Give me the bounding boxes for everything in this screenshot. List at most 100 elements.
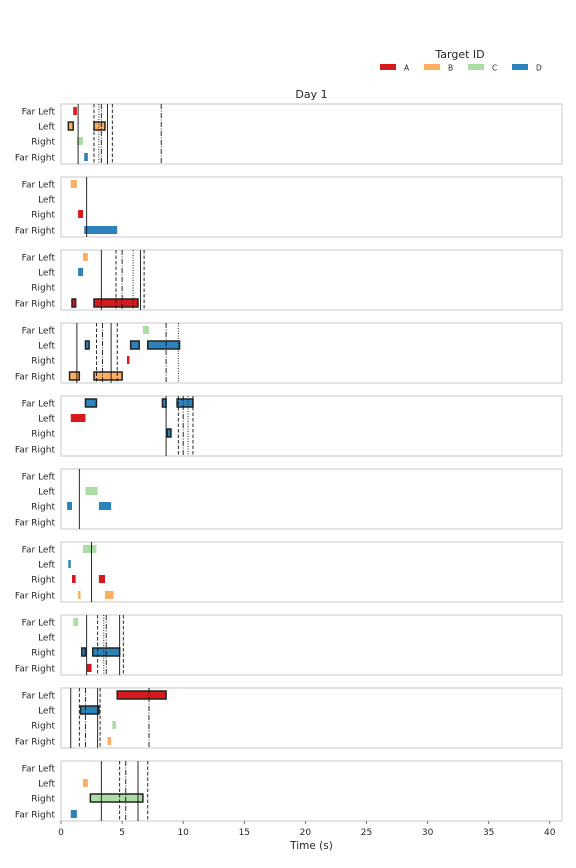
panel-9: Far Left Left Right Far Right <box>15 687 563 749</box>
panel-frame <box>60 760 563 822</box>
legend-swatch-a <box>380 64 396 70</box>
segment-a <box>73 107 77 115</box>
segment-d <box>70 810 77 818</box>
panel-frame <box>60 395 563 457</box>
row-label: Left <box>38 342 55 352</box>
row-label: Left <box>38 415 55 425</box>
row-label: Far Left <box>22 546 56 556</box>
segment-d <box>68 560 71 568</box>
row-label: Left <box>38 123 55 133</box>
row-label: Far Right <box>15 665 56 675</box>
panel-4: Far Left Left Right Far Right <box>15 322 563 384</box>
x-tick-label: 10 <box>177 828 189 838</box>
row-label: Far Left <box>22 327 56 337</box>
row-label: Right <box>31 138 55 148</box>
x-tick-label: 30 <box>422 828 434 838</box>
row-label: Far Left <box>22 181 56 191</box>
segment-d <box>84 226 118 234</box>
legend-title: Target ID <box>434 48 484 61</box>
panel-8: Far Left Left Right Far Right <box>15 614 563 676</box>
row-label: Right <box>31 576 55 586</box>
segment-a <box>98 575 105 583</box>
panel-2: Far Left Left Right Far Right <box>15 176 563 238</box>
panel-frame <box>60 541 563 603</box>
row-label: Far Right <box>15 519 56 529</box>
row-label: Right <box>31 284 55 294</box>
row-label: Far Right <box>15 592 56 602</box>
segment-c <box>82 545 97 553</box>
x-axis: 0 5 10 15 20 25 30 35 40 <box>58 821 556 838</box>
segment-a <box>70 414 86 422</box>
segment-b <box>70 180 77 188</box>
panel-1: Far Left Left Right Far Right <box>15 103 563 165</box>
panel-frame <box>60 468 563 530</box>
row-label: Right <box>31 357 55 367</box>
segment-c <box>142 326 149 334</box>
x-tick-label: 20 <box>300 828 312 838</box>
panel-frame <box>60 614 563 676</box>
segment-c <box>73 618 79 626</box>
segment-d <box>166 428 172 438</box>
x-tick-label: 25 <box>361 828 372 838</box>
segment-d <box>84 153 88 161</box>
segment-b <box>68 371 81 381</box>
segment-b <box>107 737 112 745</box>
segment-c <box>112 721 116 729</box>
segment-d <box>78 268 83 276</box>
segment-b <box>78 591 81 599</box>
segment-a <box>71 298 77 308</box>
segment-a <box>71 575 76 583</box>
row-label: Far Left <box>22 473 56 483</box>
panel-10: Far Left Left Right Far Right <box>15 760 563 822</box>
segment-d <box>129 340 140 350</box>
row-label: Left <box>38 634 55 644</box>
segment-d <box>98 502 112 510</box>
segment-d <box>176 398 194 408</box>
row-label: Right <box>31 503 55 513</box>
x-tick-label: 40 <box>544 828 556 838</box>
panel-frame <box>60 176 563 238</box>
legend-swatch-d <box>512 64 528 70</box>
legend-label-b: B <box>448 64 453 73</box>
x-tick-label: 15 <box>239 828 250 838</box>
row-label: Left <box>38 488 55 498</box>
segment-d <box>81 647 87 657</box>
legend-swatch-c <box>468 64 484 70</box>
segment-a <box>116 690 167 700</box>
segment-d <box>147 340 181 350</box>
row-label: Left <box>38 196 55 206</box>
panel-frame <box>60 103 563 165</box>
legend-swatch-b <box>424 64 440 70</box>
x-tick-label: 35 <box>483 828 494 838</box>
row-label: Far Right <box>15 446 56 456</box>
segment-b <box>93 121 106 131</box>
panel-3: Far Left Left Right Far Right <box>15 249 563 311</box>
row-label: Right <box>31 211 55 221</box>
row-label: Left <box>38 780 55 790</box>
panel-5: Far Left Left Right Far Right <box>15 395 563 457</box>
legend: Target ID A B C D <box>380 48 542 73</box>
row-label: Right <box>31 722 55 732</box>
row-label: Right <box>31 430 55 440</box>
row-label: Far Left <box>22 254 56 264</box>
row-label: Far Left <box>22 619 56 629</box>
row-label: Far Right <box>15 738 56 748</box>
segment-b <box>104 591 114 599</box>
legend-label-d: D <box>536 64 542 73</box>
chart-title: Day 1 <box>295 88 327 101</box>
legend-label-c: C <box>492 64 497 73</box>
x-tick-label: 0 <box>58 828 64 838</box>
row-label: Far Left <box>22 400 56 410</box>
row-label: Far Left <box>22 108 56 118</box>
row-label: Right <box>31 649 55 659</box>
row-label: Right <box>31 795 55 805</box>
row-label: Left <box>38 707 55 717</box>
panel-6: Far Left Left Right Far Right <box>15 468 563 530</box>
segment-d <box>79 705 100 715</box>
segment-b <box>93 371 123 381</box>
row-label: Far Left <box>22 692 56 702</box>
row-label: Far Right <box>15 300 56 310</box>
segment-a <box>78 210 83 218</box>
panel-frame <box>60 322 563 384</box>
panel-7: Far Left Left Right Far Right <box>15 541 563 603</box>
